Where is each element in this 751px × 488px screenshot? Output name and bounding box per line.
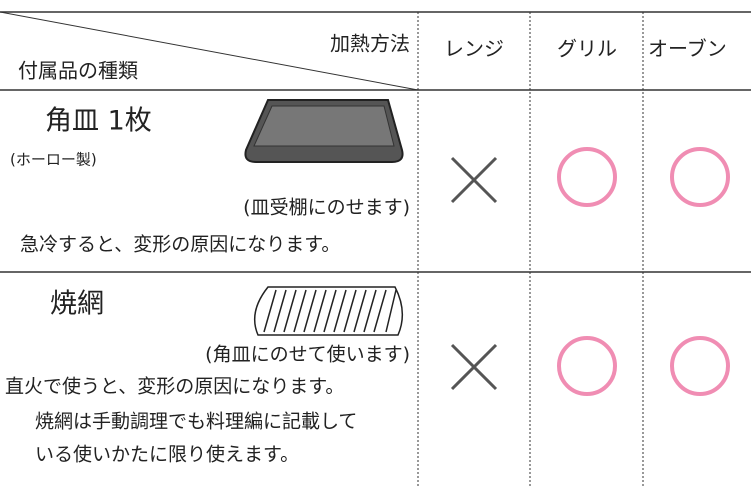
circle-mark	[557, 336, 617, 396]
material: (ホーロー製)	[10, 151, 97, 169]
note: 焼網は手動調理でも料理編に記載して	[35, 411, 357, 433]
circle-mark	[670, 336, 730, 396]
column-header: オーブン	[648, 37, 727, 61]
placement: (皿受棚にのせます)	[243, 197, 410, 219]
note: 急冷すると、変形の原因になります。	[20, 234, 340, 256]
column-header: レンジ	[444, 37, 504, 61]
cross-mark	[450, 156, 498, 204]
accessory-type: 付属品の種類	[18, 59, 138, 83]
diagonal	[0, 11, 419, 91]
cross-mark	[450, 343, 498, 391]
heating-method: 加熱方法	[330, 32, 410, 56]
column-header: グリル	[557, 37, 617, 61]
note: いる使いかたに限り使えます。	[35, 444, 299, 466]
accessory-name: 焼網	[50, 289, 104, 320]
grill-icon	[253, 286, 404, 336]
circle-mark	[557, 147, 617, 207]
tray-icon	[244, 99, 404, 163]
placement: (角皿にのせて使います)	[205, 344, 410, 366]
note: 直火で使うと、変形の原因になります。	[5, 376, 344, 398]
circle-mark	[670, 147, 730, 207]
accessory-name: 角皿 1枚	[45, 106, 152, 137]
